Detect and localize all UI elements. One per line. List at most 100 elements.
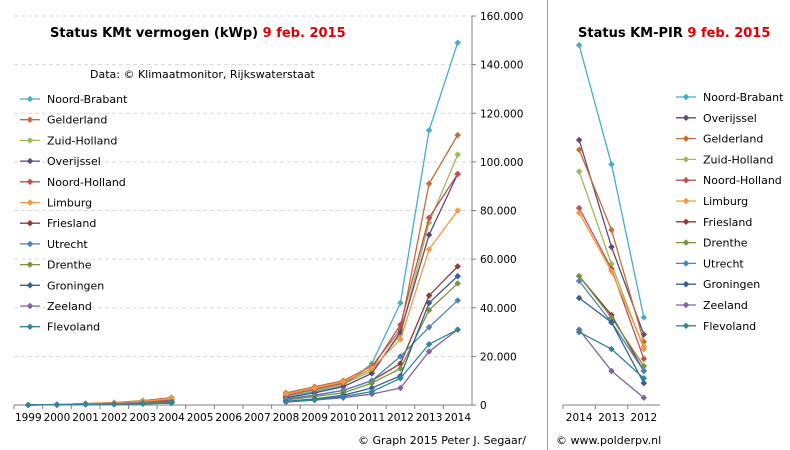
legend-marker [26,219,34,227]
x-tick-label: 2003 [129,412,156,424]
data-source-annotation: Data: © Klimaatmonitor, Rijkswaterstaat [90,68,316,81]
side-legend-item: Flevoland [676,320,756,333]
side-legend-marker [682,260,690,267]
x-tick-label: 2004 [158,412,185,424]
data-point [110,400,118,408]
data-point [454,263,462,270]
legend-item: Groningen [20,279,104,292]
y-tick-label: 140.000 [480,60,523,72]
legend-marker [26,95,34,103]
data-point [454,272,462,280]
y-tick-label: 60.000 [480,254,517,266]
data-point [397,336,404,343]
side-legend-label: Noord-Brabant [703,91,784,104]
side-series-friesland [575,272,648,375]
side-series-line [578,275,645,372]
legend-label: Flevoland [47,321,100,334]
side-data-point [575,146,583,154]
side-legend-marker [682,156,690,163]
side-data-point [575,204,583,212]
legend-item: Flevoland [20,321,100,334]
x-tick-label: 2011 [358,412,385,424]
side-legend-item: Limburg [676,195,748,208]
side-series-line [578,171,645,350]
data-point [368,370,376,377]
x-tick-label: 2006 [215,412,242,424]
side-series-line [578,280,645,372]
data-point [454,280,462,287]
x-tick-label: 2013 [416,412,443,424]
side-series-line [578,297,645,384]
side-series-line [578,329,645,399]
data-point [454,207,462,214]
side-legend-item: Gelderland [676,133,763,146]
legend-label: Groningen [47,279,104,292]
side-legend-marker [682,135,690,142]
side-legend-label: Friesland [703,216,752,229]
side-legend-marker [682,280,690,288]
series-line [28,402,172,406]
legend-marker [26,240,34,248]
side-series-utrecht [575,277,648,375]
side-series-zeeland [575,326,648,402]
data-point [397,321,404,329]
data-point [397,299,404,307]
data-point [425,180,433,188]
side-series-line [578,212,645,347]
data-point [339,393,347,400]
series-line [285,134,459,394]
legend-label: Gelderland [47,114,107,127]
side-series-drenthe [575,272,648,370]
data-point [425,348,433,355]
side-legend-item: Zuid-Holland [676,153,773,166]
side-data-point [640,367,648,375]
side-legend-marker [682,176,690,184]
side-legend-label: Zuid-Holland [703,153,773,166]
side-series-line [578,275,645,367]
data-point [425,299,433,307]
side-data-point [575,272,583,280]
side-data-point [575,277,583,285]
side-data-point [608,226,615,234]
side-data-point [608,318,615,326]
data-point [425,292,433,299]
data-point [311,396,318,404]
side-legend-label: Groningen [703,278,760,291]
legend-label: Zeeland [47,300,92,313]
side-data-point [608,160,615,168]
legend-label: Limburg [47,197,92,210]
x-tick-label: 2012 [387,412,414,424]
side-legend-label: Limburg [703,195,748,208]
side-series-zuid-holland [575,168,648,353]
data-point [454,297,462,304]
legend-marker [26,281,34,289]
y-tick-label: 120.000 [480,108,523,120]
side-legend-label: Zeeland [703,299,748,312]
side-data-point [640,379,648,387]
main-chart: 0 20.000 40.000 60.000 80.000 100.000 120.000 1… [13,11,523,424]
side-data-point [608,314,615,321]
side-data-point [575,294,583,302]
x-tick-label: 2007 [244,412,271,424]
side-series-flevoland [575,328,648,382]
data-point [168,399,175,407]
legend-item: Gelderland [20,114,107,127]
legend-marker [26,302,34,310]
legend-marker [26,157,34,165]
y-tick-label: 20.000 [480,351,517,363]
side-data-point [640,355,648,363]
y-tick-label: 160.000 [480,11,523,23]
data-point [53,401,61,409]
x-tick-label: 2008 [273,412,300,424]
data-point [454,39,462,47]
data-point [368,388,376,395]
side-series-noord-brabant [575,41,648,321]
side-data-point [640,394,648,402]
side-series-line [578,149,645,342]
legend-marker [26,137,34,144]
side-legend-item: Groningen [676,278,760,291]
side-data-point [575,272,583,280]
side-data-point [608,367,615,375]
data-point [311,384,318,392]
side-series-overijssel [575,136,648,338]
